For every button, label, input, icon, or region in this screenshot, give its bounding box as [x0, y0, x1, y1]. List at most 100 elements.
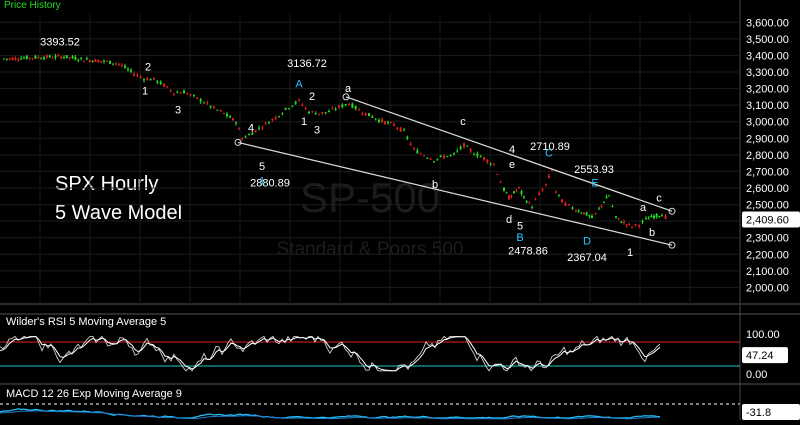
candle-body	[216, 109, 219, 111]
candle-body	[463, 143, 465, 147]
price-trendlines	[234, 93, 676, 249]
rsi-last-label: 47.24	[746, 350, 774, 362]
candle-body	[34, 55, 37, 59]
wave-label: A	[295, 79, 303, 91]
candle-body	[638, 225, 640, 227]
candle-body	[146, 78, 149, 81]
candle-body	[43, 57, 45, 59]
price-panel-title: Price History	[4, 0, 61, 11]
candle-body	[80, 57, 83, 59]
price-tick-label: 3,100.00	[746, 100, 789, 112]
macd-last-label: -31.8	[746, 407, 771, 419]
candle-body	[31, 58, 34, 60]
candle-body	[413, 148, 415, 150]
wave-label: 2553.93	[574, 164, 614, 176]
candle-body	[328, 110, 330, 113]
candle-body	[65, 55, 68, 58]
macd-signal-line	[0, 410, 661, 420]
trendline-anchor	[234, 138, 242, 146]
macd-last-box	[742, 404, 800, 420]
price-tick-label: 2,900.00	[746, 133, 789, 145]
watermark-name: Standard & Poors 500	[277, 239, 464, 260]
candle-body	[100, 61, 103, 63]
price-tick-label: 2,800.00	[746, 150, 789, 162]
candle-body	[136, 74, 139, 76]
wave-label: 3393.52	[40, 36, 80, 48]
candle-body	[321, 111, 324, 114]
candle-body	[244, 136, 247, 138]
rsi-y-axis: 100.00 0.00 47.24	[742, 329, 788, 381]
wave-label: 5	[259, 161, 265, 173]
candle-body	[20, 58, 23, 60]
candle-body	[623, 221, 625, 223]
candle-body	[254, 130, 257, 133]
candle-body	[483, 157, 485, 160]
candle-body	[88, 60, 91, 62]
candle-body	[443, 155, 445, 158]
candle-body	[608, 195, 610, 197]
candle-body	[351, 103, 354, 108]
candle-body	[40, 58, 43, 60]
candle-body	[531, 207, 533, 209]
macd-line	[0, 408, 661, 419]
candle-body	[409, 143, 412, 145]
candle-body	[525, 201, 528, 203]
wave-label: c	[460, 116, 466, 128]
candle-body	[115, 63, 117, 65]
wave-label: 5	[517, 220, 523, 232]
rsi-line	[0, 335, 661, 372]
candle-body	[658, 216, 661, 218]
trendline-anchor	[342, 93, 350, 101]
price-tick-label: 3,400.00	[746, 50, 789, 62]
candle-body	[176, 92, 179, 94]
wave-label: 3	[175, 104, 181, 116]
candle-body	[577, 210, 580, 212]
watermark-symbol: SP-500	[300, 174, 440, 221]
candle-body	[235, 122, 237, 124]
candle-body	[341, 104, 344, 108]
candle-body	[149, 79, 152, 81]
candle-body	[139, 76, 142, 78]
candle-body	[23, 57, 25, 59]
candle-body	[423, 155, 425, 157]
wave-label: b	[432, 179, 438, 191]
wave-label: 2367.04	[567, 252, 607, 264]
candle-body	[456, 150, 459, 152]
candle-body	[473, 154, 475, 156]
candle-body	[37, 56, 40, 58]
candle-body	[304, 107, 307, 109]
candle-body	[634, 224, 637, 226]
candle-body	[645, 217, 647, 219]
price-labels: 3393.52 3136.72 2880.89 2710.89 2553.93 2478.…	[40, 36, 662, 263]
wave-label: e	[509, 159, 515, 171]
candle-body	[94, 59, 97, 62]
candle-body	[446, 156, 449, 158]
candle-body	[3, 58, 5, 60]
candle-body	[419, 153, 422, 155]
wave-label: b	[649, 227, 655, 239]
candle-body	[271, 118, 274, 121]
candle-body	[183, 90, 185, 94]
candle-body	[288, 108, 290, 110]
candle-body	[193, 95, 195, 97]
candle-body	[85, 58, 88, 60]
candle-body	[575, 210, 577, 212]
candle-body	[605, 196, 608, 199]
rsi-panel: Wilder's RSI 5 Moving Average 5 100.00 0.…	[0, 313, 800, 381]
candle-body	[238, 128, 240, 130]
candle-body	[179, 92, 182, 94]
candle-body	[508, 196, 510, 200]
candle-body	[580, 212, 583, 214]
candle-body	[600, 205, 603, 207]
candle-body	[124, 65, 126, 68]
candle-body	[338, 105, 340, 108]
candle-body	[209, 105, 212, 108]
candle-body	[213, 106, 215, 109]
candle-body	[433, 161, 435, 163]
candle-body	[314, 113, 317, 115]
candle-body	[68, 57, 71, 59]
candle-body	[348, 103, 350, 106]
rsi-panel-title: Wilder's RSI 5 Moving Average 5	[6, 316, 166, 328]
candle-body	[308, 111, 310, 114]
